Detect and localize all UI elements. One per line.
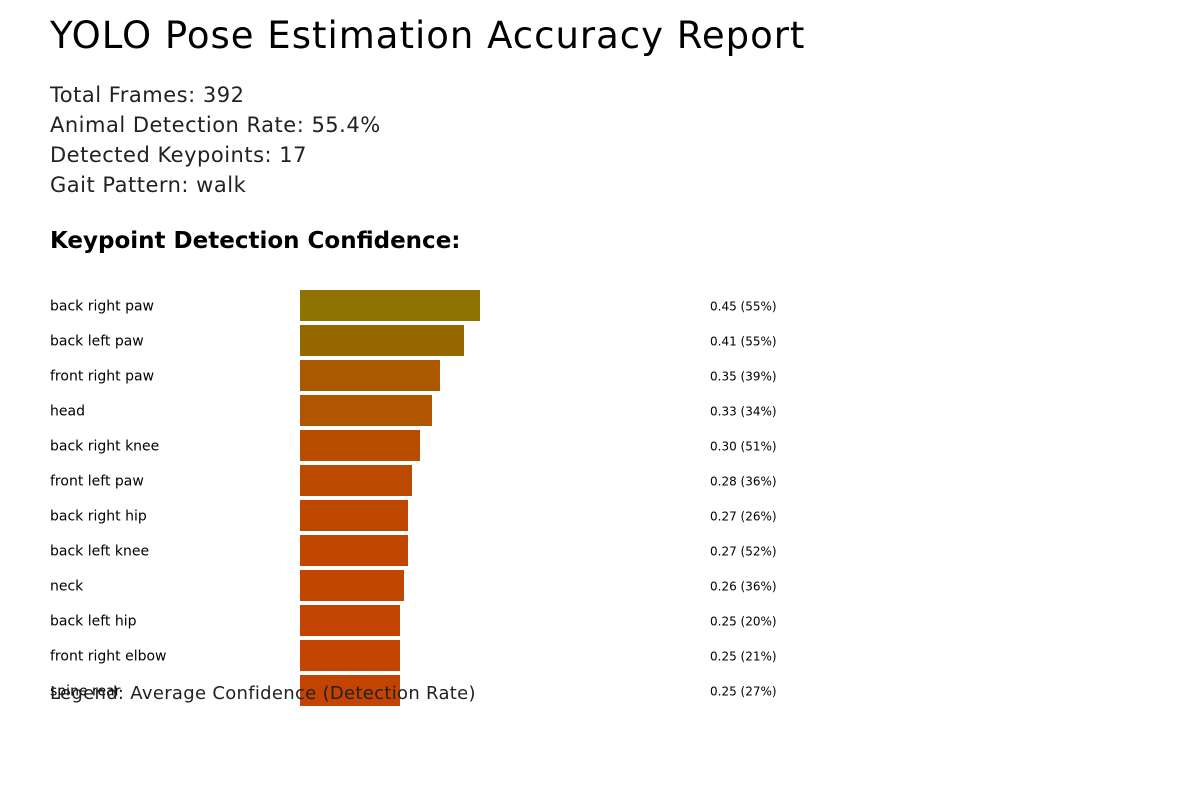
bar	[300, 675, 400, 706]
bar-value-label: 0.30 (51%)	[710, 440, 777, 454]
bar	[300, 605, 400, 636]
section-heading: Keypoint Detection Confidence:	[50, 228, 461, 254]
bar-label: front right elbow	[50, 649, 167, 665]
chart-legend: Legend: Average Confidence (Detection Ra…	[50, 683, 476, 704]
bar-value-label: 0.25 (20%)	[710, 615, 777, 629]
report-title: YOLO Pose Estimation Accuracy Report	[50, 14, 806, 57]
bar-value-label: 0.25 (21%)	[710, 650, 777, 664]
bar-value-label: 0.45 (55%)	[710, 300, 777, 314]
bar	[300, 465, 412, 496]
bar-label: front left paw	[50, 474, 144, 490]
bar-label: back left knee	[50, 544, 149, 560]
bar-label: back left hip	[50, 614, 137, 630]
bar-label: spine rear	[50, 684, 121, 700]
bar	[300, 640, 400, 671]
bar	[300, 290, 480, 321]
bar-label: head	[50, 404, 85, 420]
bar	[300, 325, 464, 356]
bar-value-label: 0.33 (34%)	[710, 405, 777, 419]
summary-stats: Total Frames: 392 Animal Detection Rate:…	[50, 80, 381, 200]
bar-label: back left paw	[50, 334, 144, 350]
bar-value-label: 0.27 (52%)	[710, 545, 777, 559]
bar-label: back right knee	[50, 439, 159, 455]
bar-label: back right paw	[50, 299, 154, 315]
bar	[300, 500, 408, 531]
bar	[300, 430, 420, 461]
stat-gait-pattern: Gait Pattern: walk	[50, 173, 247, 197]
bar-label: neck	[50, 579, 84, 595]
bar-value-label: 0.28 (36%)	[710, 475, 777, 489]
bar	[300, 535, 408, 566]
bar-value-label: 0.25 (27%)	[710, 685, 777, 699]
bar-label: back right hip	[50, 509, 147, 525]
stat-total-frames: Total Frames: 392	[50, 83, 245, 107]
bar-label: front right paw	[50, 369, 154, 385]
stat-detection-rate: Animal Detection Rate: 55.4%	[50, 113, 381, 137]
bar	[300, 360, 440, 391]
bar-value-label: 0.27 (26%)	[710, 510, 777, 524]
bar-value-label: 0.35 (39%)	[710, 370, 777, 384]
stat-detected-keypoints: Detected Keypoints: 17	[50, 143, 307, 167]
bar-value-label: 0.41 (55%)	[710, 335, 777, 349]
bar-value-label: 0.26 (36%)	[710, 580, 777, 594]
bar	[300, 395, 432, 426]
bar	[300, 570, 404, 601]
